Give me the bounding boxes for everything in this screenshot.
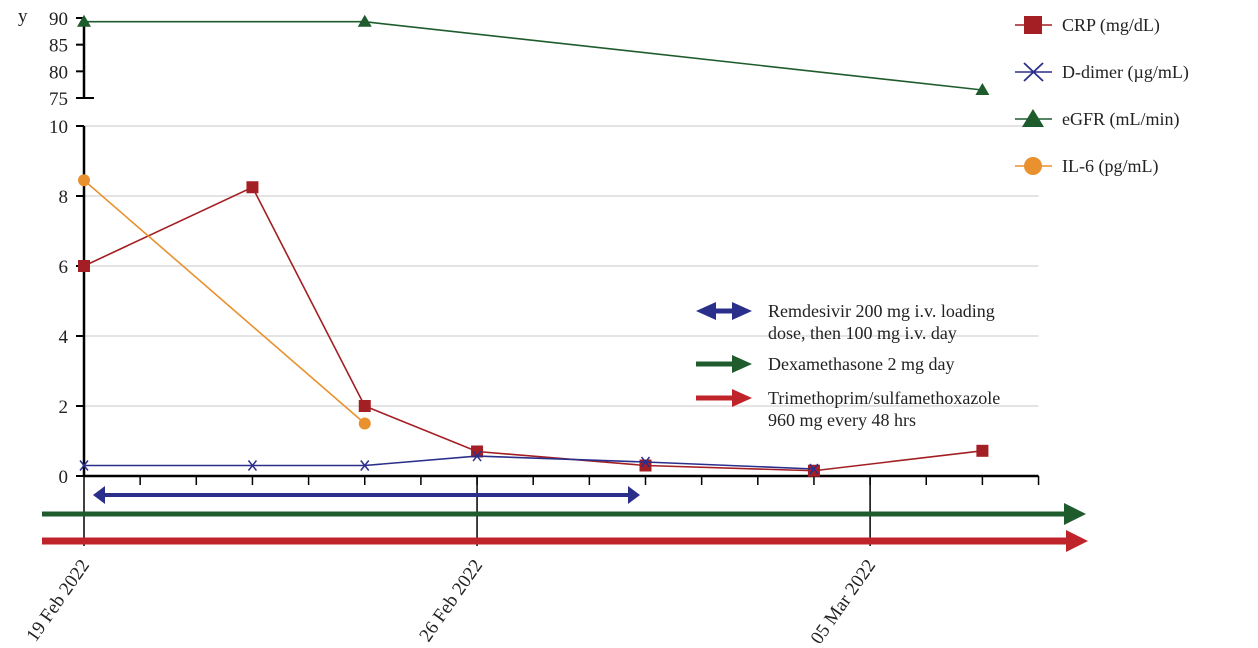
arrow-head-icon <box>732 355 752 373</box>
data-point <box>472 450 482 462</box>
legend-item: D-dimer (µg/mL) <box>1015 62 1189 83</box>
y-axis-label: y <box>18 6 28 27</box>
x-tick-label: 05 Mar 2022 <box>807 556 881 643</box>
data-point <box>809 463 819 475</box>
data-point <box>640 456 651 468</box>
y-tick-label: 85 <box>49 36 68 57</box>
arrow-head-icon <box>93 486 105 504</box>
data-point <box>358 417 371 430</box>
legend-item: eGFR (mL/min) <box>1015 109 1180 130</box>
y-tick-label: 4 <box>59 327 69 348</box>
data-point <box>79 460 89 471</box>
arrow-head-icon <box>1066 530 1088 552</box>
y-tick-label: 75 <box>49 89 68 110</box>
treatment-label: 960 mg every 48 hrs <box>768 410 916 430</box>
legend-item: CRP (mg/dL) <box>1015 15 1160 36</box>
y-tick-label: 80 <box>49 62 68 83</box>
data-point <box>78 260 90 272</box>
legend-label: D-dimer (µg/mL) <box>1062 62 1189 83</box>
data-point <box>360 460 370 471</box>
y-tick-label: 0 <box>59 467 69 488</box>
data-point <box>357 14 372 27</box>
y-tick-label: 2 <box>59 397 69 418</box>
data-point <box>78 174 90 187</box>
treatment-label: Trimethoprim/sulfamethoxazole <box>768 388 1000 408</box>
x-tick-label: 19 Feb 2022 <box>22 556 94 643</box>
legend-label: IL-6 (pg/mL) <box>1062 156 1158 177</box>
arrow-head-icon <box>1064 503 1086 525</box>
arrow-head-icon <box>696 302 716 320</box>
series-line <box>83 179 366 425</box>
treatment-label: Remdesivir 200 mg i.v. loading <box>768 301 995 321</box>
treatment-label: dose, then 100 mg i.v. day <box>768 323 957 343</box>
data-point <box>976 444 989 457</box>
series-line <box>84 455 814 470</box>
x-tick-label: 26 Feb 2022 <box>415 556 487 643</box>
arrow-head-icon <box>732 302 752 320</box>
data-point <box>807 464 820 477</box>
data-point <box>246 181 259 194</box>
y-tick-label: 8 <box>59 187 69 208</box>
data-point <box>247 460 258 471</box>
legend-marker <box>1024 157 1042 175</box>
arrow-head-icon <box>732 389 752 407</box>
legend-label: eGFR (mL/min) <box>1062 109 1180 130</box>
legend-marker <box>1024 16 1042 34</box>
arrow-head-icon <box>628 486 640 504</box>
series-line <box>84 20 983 91</box>
legend-label: CRP (mg/dL) <box>1062 15 1160 36</box>
legend-item: IL-6 (pg/mL) <box>1015 156 1158 177</box>
data-point <box>77 14 91 27</box>
treatment-label: Dexamethasone 2 mg day <box>768 354 954 374</box>
y-tick-label: 6 <box>59 257 69 278</box>
y-tick-label: 90 <box>49 9 68 30</box>
data-point <box>471 445 484 458</box>
treatment-legend-item: Dexamethasone 2 mg day <box>696 354 954 374</box>
data-point <box>975 83 990 95</box>
legend-marker <box>1022 109 1044 127</box>
data-point <box>358 400 371 412</box>
y-tick-label: 10 <box>49 117 68 138</box>
